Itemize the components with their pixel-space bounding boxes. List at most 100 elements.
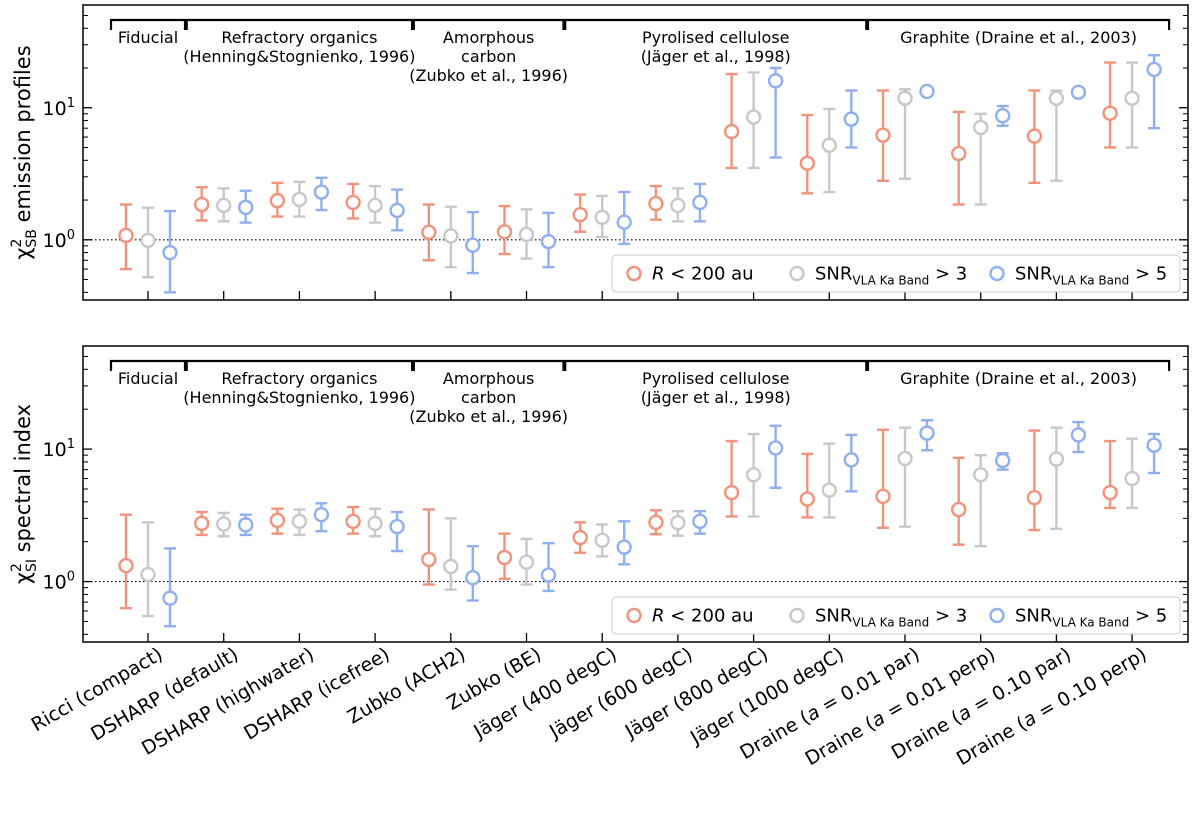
data-point xyxy=(421,551,437,568)
data-point xyxy=(1048,90,1065,106)
data-point xyxy=(215,197,232,214)
data-point xyxy=(193,196,210,213)
group-label: carbon xyxy=(461,47,516,66)
data-point xyxy=(1026,128,1043,144)
data-point xyxy=(723,123,740,140)
data-point xyxy=(843,452,859,468)
data-point xyxy=(140,232,156,249)
data-point xyxy=(162,590,178,606)
axes-frame xyxy=(82,4,1189,301)
legend-label: SNRVLA Ka Band > 3 xyxy=(815,264,967,288)
group-bracket xyxy=(866,359,1171,371)
group-label: Amorphous xyxy=(443,369,534,388)
data-point xyxy=(291,191,308,208)
group-label: Pyrolised cellulose xyxy=(642,28,790,47)
data-point xyxy=(140,566,156,583)
data-point xyxy=(843,111,859,127)
data-point xyxy=(799,155,815,171)
legend-marker xyxy=(789,607,805,624)
data-point xyxy=(215,516,232,532)
group-bracket xyxy=(412,18,565,30)
data-point xyxy=(821,482,837,498)
data-point xyxy=(313,506,330,523)
group-label: (Zubko et al., 1996) xyxy=(409,407,568,426)
data-point xyxy=(951,501,967,518)
data-point xyxy=(118,227,134,244)
data-point xyxy=(1146,437,1162,453)
data-point xyxy=(237,199,254,216)
legend-marker xyxy=(989,607,1005,624)
group-bracket xyxy=(185,359,414,371)
legend-label: SNRVLA Ka Band > 5 xyxy=(1015,606,1167,630)
group-label: Refractory organics xyxy=(221,369,377,388)
legend-label: SNRVLA Ka Band > 3 xyxy=(815,606,967,630)
data-point xyxy=(572,206,588,223)
data-point xyxy=(951,145,967,162)
group-bracket xyxy=(109,18,187,30)
group-label: (Jäger et al., 1998) xyxy=(641,388,791,407)
data-point xyxy=(443,228,459,244)
y-tick-label: 101 xyxy=(43,96,75,120)
group-label: Refractory organics xyxy=(221,28,377,47)
data-point xyxy=(723,484,740,501)
data-point xyxy=(919,83,935,100)
group-label: Graphite (Draine et al., 2003) xyxy=(900,369,1137,388)
data-point xyxy=(616,214,632,230)
data-point xyxy=(518,226,535,243)
legend-marker xyxy=(789,265,805,282)
group-bracket xyxy=(564,359,868,371)
group-label: Pyrolised cellulose xyxy=(642,369,790,388)
data-point xyxy=(745,467,762,483)
data-point xyxy=(670,197,686,214)
data-point xyxy=(313,184,330,200)
group-label: Graphite (Draine et al., 2003) xyxy=(900,28,1137,47)
group-bracket xyxy=(412,359,565,371)
data-point xyxy=(291,513,308,530)
data-point xyxy=(1070,84,1087,100)
data-point xyxy=(745,109,762,125)
group-label: Amorphous xyxy=(443,28,534,47)
data-point xyxy=(875,488,891,505)
group-label: carbon xyxy=(461,388,516,407)
data-point xyxy=(1102,105,1118,121)
data-point xyxy=(973,467,989,483)
data-point xyxy=(540,567,557,583)
data-point xyxy=(1124,90,1140,106)
data-point xyxy=(1048,451,1065,467)
data-point xyxy=(237,517,254,533)
group-bracket xyxy=(866,18,1171,30)
y-tick-label: 100 xyxy=(43,570,75,594)
data-point xyxy=(821,137,837,153)
legend-box xyxy=(611,596,1181,635)
data-point xyxy=(616,539,632,555)
data-point xyxy=(345,194,361,211)
panel-spectral-index: 100 101 Fiducial Refractory organics(Hennin… xyxy=(9,345,1189,643)
data-point xyxy=(496,224,513,240)
data-point xyxy=(1124,470,1140,487)
panel-emission-profiles: 100 101 Fiducial Refractory organics(Hennin… xyxy=(9,4,1189,301)
x-tick-labels: Ricci (compact)DSHARP (default)DSHARP (h… xyxy=(28,643,1151,770)
y-tick-label: 100 xyxy=(43,228,75,252)
data-point xyxy=(692,194,708,211)
data-point xyxy=(465,237,481,253)
data-point xyxy=(875,127,891,143)
data-point xyxy=(389,518,405,535)
data-point xyxy=(670,515,686,531)
data-point xyxy=(692,513,708,530)
data-point xyxy=(995,108,1011,124)
group-label: (Henning&Stognienko, 1996) xyxy=(183,47,415,66)
data-point xyxy=(594,532,610,548)
axes-frame xyxy=(82,345,1189,643)
data-point xyxy=(767,73,784,89)
data-point xyxy=(799,491,815,507)
data-point xyxy=(193,515,210,532)
legend-marker xyxy=(989,265,1005,282)
data-point xyxy=(919,425,935,441)
data-point xyxy=(389,202,405,219)
group-label: Fiducial xyxy=(118,28,178,47)
legend-label: R < 200 au xyxy=(652,606,754,627)
data-point xyxy=(897,450,913,467)
y-tick-label: 101 xyxy=(43,437,75,461)
data-point xyxy=(540,233,557,250)
data-point xyxy=(1070,427,1087,443)
